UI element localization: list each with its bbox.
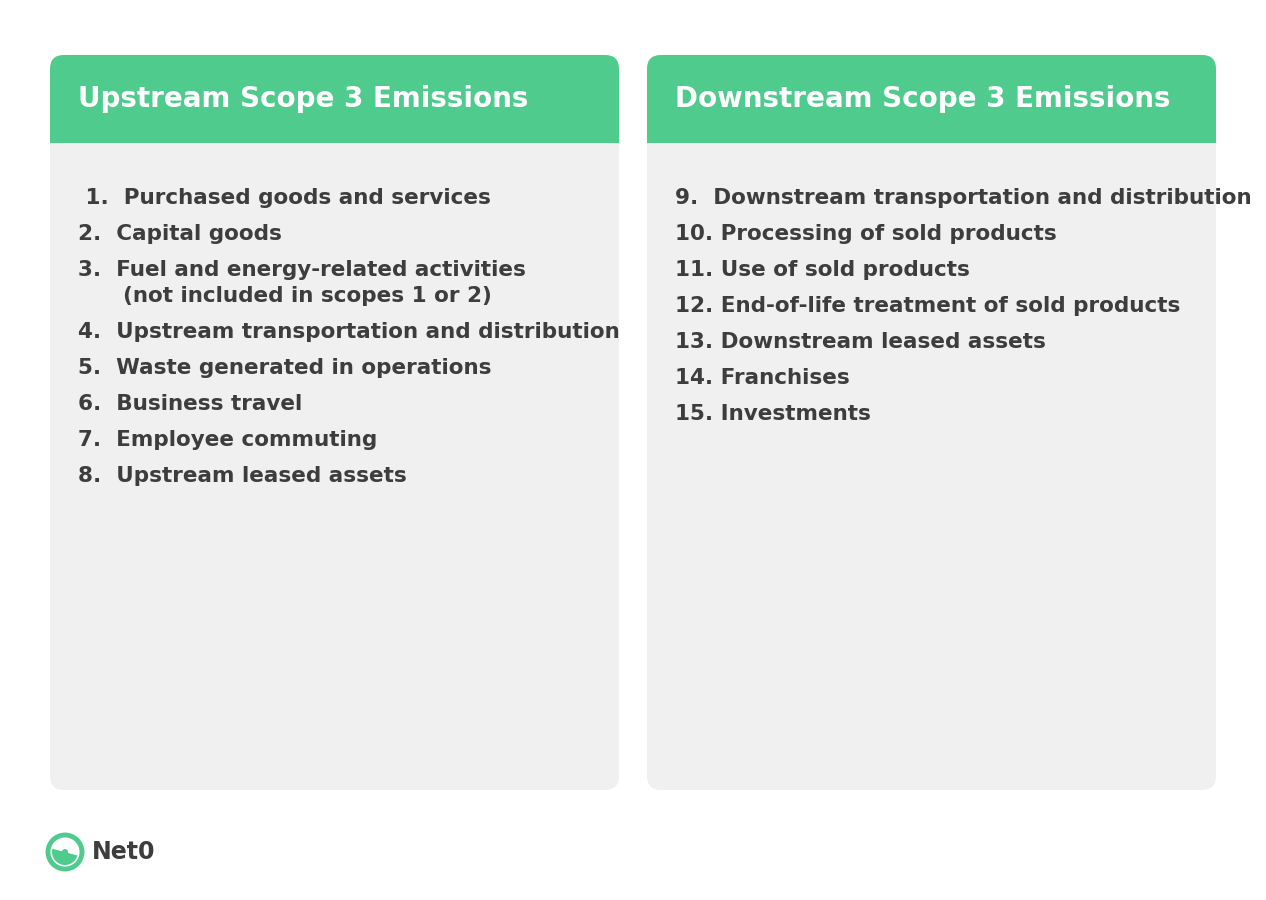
FancyBboxPatch shape <box>647 55 1217 790</box>
Text: 14. Franchises: 14. Franchises <box>675 368 849 388</box>
Text: 1.  Purchased goods and services: 1. Purchased goods and services <box>78 188 491 208</box>
Text: 15. Investments: 15. Investments <box>675 404 871 424</box>
Wedge shape <box>52 839 78 855</box>
FancyBboxPatch shape <box>49 55 619 790</box>
Text: 6.  Business travel: 6. Business travel <box>78 394 303 414</box>
Text: 11. Use of sold products: 11. Use of sold products <box>675 260 970 280</box>
Text: 3.  Fuel and energy-related activities: 3. Fuel and energy-related activities <box>78 260 525 280</box>
Bar <box>49 129 619 143</box>
Text: 5.  Waste generated in operations: 5. Waste generated in operations <box>78 358 491 378</box>
Text: 10. Processing of sold products: 10. Processing of sold products <box>675 224 1057 244</box>
Text: Net0: Net0 <box>92 840 156 864</box>
Text: 13. Downstream leased assets: 13. Downstream leased assets <box>675 332 1046 352</box>
Bar <box>647 129 1217 143</box>
Text: Downstream Scope 3 Emissions: Downstream Scope 3 Emissions <box>675 85 1171 113</box>
Text: Upstream Scope 3 Emissions: Upstream Scope 3 Emissions <box>78 85 528 113</box>
FancyBboxPatch shape <box>647 55 1217 143</box>
Text: (not included in scopes 1 or 2): (not included in scopes 1 or 2) <box>78 286 492 306</box>
Text: 4.  Upstream transportation and distribution: 4. Upstream transportation and distribut… <box>78 322 620 342</box>
Wedge shape <box>52 849 77 865</box>
Text: 2.  Capital goods: 2. Capital goods <box>78 224 282 244</box>
FancyBboxPatch shape <box>49 55 619 143</box>
Text: 8.  Upstream leased assets: 8. Upstream leased assets <box>78 466 406 486</box>
Text: 7.  Employee commuting: 7. Employee commuting <box>78 430 377 450</box>
Text: 9.  Downstream transportation and distribution: 9. Downstream transportation and distrib… <box>675 188 1252 208</box>
Text: 12. End-of-life treatment of sold products: 12. End-of-life treatment of sold produc… <box>675 296 1180 316</box>
Circle shape <box>62 849 68 855</box>
